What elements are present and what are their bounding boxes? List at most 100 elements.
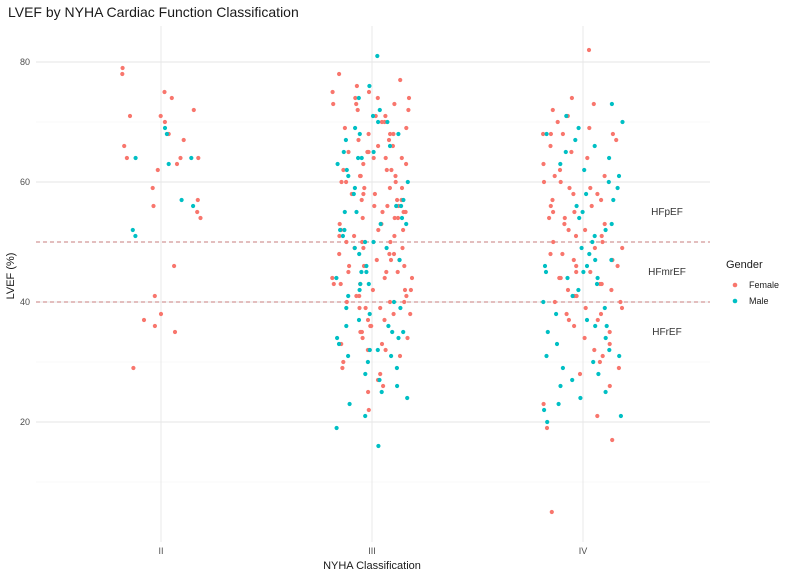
point-male [363, 371, 368, 377]
point-male [401, 329, 406, 335]
point-male [579, 245, 584, 251]
point-male [541, 299, 546, 305]
point-male [356, 155, 361, 161]
point-male [596, 371, 601, 377]
point-male [556, 401, 561, 407]
point-male [389, 353, 394, 359]
y-tick-label: 20 [20, 417, 30, 427]
point-male [338, 227, 343, 233]
point-male [363, 413, 368, 419]
point-male [130, 227, 135, 233]
point-male [351, 191, 356, 197]
point-male [545, 329, 550, 335]
annotation-hfpef: HFpEF [651, 207, 683, 218]
point-male [340, 233, 345, 239]
x-tick-label: III [368, 546, 376, 556]
point-female [379, 119, 384, 125]
point-male [405, 179, 410, 185]
point-female [347, 263, 352, 269]
point-female [366, 89, 372, 95]
point-female [406, 107, 411, 113]
point-female [337, 221, 342, 227]
point-female [551, 239, 556, 245]
x-tick-label: IV [579, 546, 588, 556]
point-female [362, 185, 367, 191]
legend-key-female [732, 282, 738, 288]
point-female [548, 143, 553, 149]
point-female [374, 257, 379, 263]
point-male [592, 143, 597, 149]
point-female [614, 137, 619, 143]
x-axis-title: NYHA Classification [323, 560, 421, 572]
point-female [393, 173, 398, 179]
point-female [549, 509, 554, 515]
point-male [376, 443, 381, 449]
point-female [557, 275, 562, 281]
point-female [399, 185, 405, 191]
point-female [607, 329, 612, 335]
point-female [191, 107, 196, 113]
point-female [399, 155, 404, 161]
point-male [352, 245, 357, 251]
point-female [404, 125, 409, 131]
point-female [376, 143, 381, 149]
point-female [155, 167, 160, 173]
point-male [603, 389, 608, 395]
grid [36, 26, 710, 542]
point-male [398, 305, 403, 311]
legend-items: Female Male [732, 280, 779, 306]
point-female [357, 293, 362, 299]
point-female [124, 155, 129, 161]
legend-title: Gender [726, 259, 763, 271]
point-female [391, 311, 396, 317]
point-female [331, 281, 336, 287]
point-female [339, 179, 344, 185]
annotations: HFpEF HFmrEF HFrEF [648, 207, 686, 338]
point-male [577, 215, 582, 221]
point-female [587, 125, 592, 131]
point-male [189, 155, 194, 161]
point-female [366, 407, 371, 413]
point-male [385, 119, 390, 125]
point-female [385, 203, 390, 209]
point-female [352, 233, 357, 239]
data-points [120, 47, 625, 515]
point-female [548, 131, 554, 137]
point-male [604, 323, 609, 329]
point-female [361, 191, 366, 197]
y-axis-title: LVEF (%) [5, 253, 17, 300]
point-female [544, 425, 550, 431]
point-female [400, 245, 405, 251]
point-male [336, 341, 342, 347]
point-female [379, 341, 385, 347]
point-female [372, 191, 377, 197]
point-male [342, 227, 347, 233]
point-male [564, 113, 569, 119]
point-female [595, 413, 600, 419]
point-female [337, 251, 342, 257]
point-female [357, 305, 362, 311]
point-female [338, 281, 343, 287]
point-female [344, 299, 349, 305]
point-female [158, 113, 163, 119]
point-female [354, 83, 359, 89]
point-female [141, 317, 147, 323]
point-male [603, 227, 608, 233]
point-male [399, 203, 404, 209]
point-male [346, 353, 351, 359]
point-female [550, 197, 555, 203]
point-female [389, 167, 394, 173]
point-female [337, 233, 342, 239]
point-male [542, 263, 548, 269]
point-female [402, 299, 407, 305]
point-female [346, 149, 351, 155]
point-male [395, 383, 400, 389]
point-female [615, 263, 620, 269]
point-male [357, 131, 362, 137]
point-male [346, 173, 351, 179]
point-female [355, 107, 360, 113]
point-female [366, 131, 371, 137]
point-female [384, 269, 389, 275]
point-male [404, 221, 409, 227]
point-female [341, 167, 346, 173]
